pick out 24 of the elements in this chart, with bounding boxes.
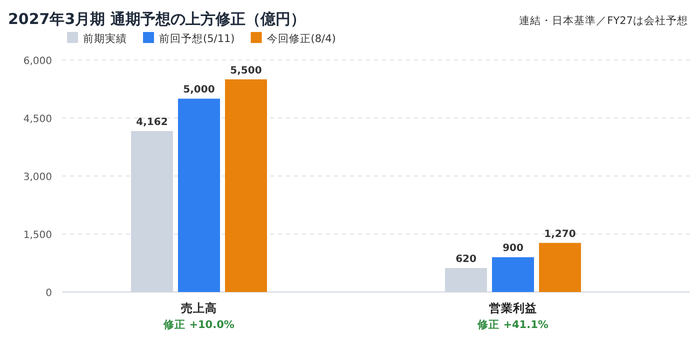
legend-label: 前回予想(5/11) <box>159 32 235 45</box>
y-tick-label: 6,000 <box>23 56 52 67</box>
y-tick-label: 1,500 <box>23 230 52 241</box>
legend-label: 前期実績 <box>83 32 127 45</box>
chart-subtitle: 連結・日本基準／FY27は会社予想 <box>519 14 688 27</box>
x-tick-label: 売上高 <box>181 301 217 315</box>
bar <box>492 257 534 292</box>
y-tick-label: 0 <box>46 288 52 299</box>
data-label: 900 <box>502 243 524 254</box>
legend-label: 今回修正(8/4) <box>266 33 336 45</box>
chart-title: 2027年3月期 通期予想の上方修正（億円） <box>8 10 306 28</box>
data-label: 620 <box>456 254 476 266</box>
y-tick-label: 4,500 <box>23 114 52 125</box>
data-label: 5,500 <box>230 65 262 76</box>
data-label: 5,000 <box>183 84 215 96</box>
data-label: 4,162 <box>136 117 168 128</box>
text: 修正 +41.1% <box>476 319 549 331</box>
text: 修正 +10.0% <box>162 319 235 331</box>
bar <box>225 79 267 292</box>
x-tick-label: 営業利益 <box>489 301 537 315</box>
data-label: 1,270 <box>544 228 576 240</box>
y-tick-label: 3,000 <box>23 172 52 183</box>
bar <box>178 98 220 292</box>
bar <box>539 242 581 292</box>
